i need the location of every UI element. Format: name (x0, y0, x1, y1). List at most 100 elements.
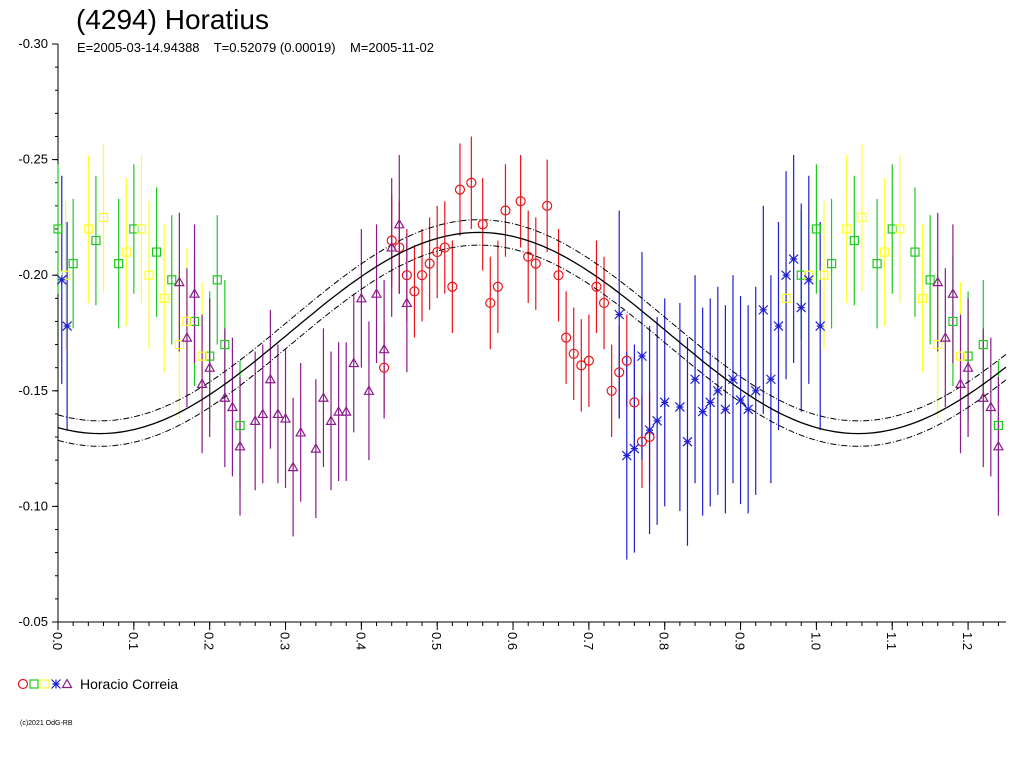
legend-marker (61, 678, 73, 689)
data-point (781, 293, 791, 303)
data-point (542, 200, 553, 211)
data-point (992, 440, 1004, 451)
fit-band-upper (57, 219, 1007, 422)
data-point (659, 397, 670, 408)
data-point (674, 402, 685, 412)
data-point (386, 241, 398, 252)
data-point (895, 224, 905, 234)
data-point (257, 408, 269, 419)
data-point (697, 406, 708, 417)
data-point (60, 270, 71, 280)
legend-label: Horacio Correia (80, 676, 179, 692)
data-point (188, 287, 201, 298)
x-tick-label: 0.6 (505, 632, 520, 650)
data-point (743, 404, 754, 415)
x-tick-label: 0.5 (429, 632, 444, 650)
data-point (637, 351, 647, 362)
data-point (803, 274, 814, 285)
data-point (591, 281, 602, 292)
data-point (583, 355, 594, 366)
data-point (880, 247, 890, 257)
data-point (815, 321, 826, 331)
data-point (310, 442, 322, 453)
data-point (439, 242, 450, 253)
data-point (295, 426, 307, 437)
data-point (933, 339, 943, 350)
data-point (447, 281, 458, 292)
data-point (621, 355, 632, 366)
data-point (249, 415, 261, 425)
data-point (629, 397, 640, 408)
data-point (325, 415, 337, 425)
x-tick-label: 0.1 (126, 632, 141, 650)
chart-subtitle: E=2005-03-14.94388 T=0.52079 (0.00019) M… (77, 40, 434, 55)
data-point (644, 425, 655, 436)
data-point (62, 321, 73, 331)
data-point (765, 374, 776, 385)
data-point (682, 436, 693, 447)
data-point (393, 218, 405, 229)
data-point (136, 224, 147, 234)
data-point (728, 374, 738, 385)
data-point (219, 392, 231, 402)
data-point (91, 235, 101, 246)
data-point (68, 259, 78, 269)
data-point (454, 184, 466, 195)
data-point (758, 304, 769, 315)
x-tick-label: 0.0 (50, 632, 65, 650)
data-point (204, 361, 216, 372)
data-point (272, 408, 284, 419)
data-point (614, 367, 625, 378)
data-point (197, 351, 207, 361)
data-point (530, 258, 541, 269)
data-point (500, 205, 511, 216)
data-point (466, 177, 477, 188)
data-point (220, 339, 230, 350)
data-point (151, 247, 162, 257)
data-point (363, 385, 375, 395)
data-point (750, 385, 761, 396)
data-point (629, 443, 640, 454)
data-point (477, 219, 488, 230)
fit-band-lower (57, 244, 1007, 447)
data-point (932, 276, 944, 287)
data-point (849, 235, 859, 246)
data-point (954, 378, 967, 388)
data-point (735, 395, 746, 405)
data-point (636, 436, 648, 447)
data-point (416, 270, 428, 281)
data-point (432, 246, 443, 258)
fit-curve (57, 231, 1007, 435)
data-point (523, 251, 534, 262)
data-point (485, 297, 496, 309)
data-point (978, 339, 988, 350)
data-point (234, 440, 246, 451)
data-point (993, 420, 1004, 431)
y-tick-label: -0.20 (18, 267, 48, 282)
data-point (56, 274, 67, 285)
data-point (712, 385, 723, 396)
data-point (939, 331, 951, 342)
x-tick-label: 0.8 (657, 632, 672, 650)
data-point (705, 397, 716, 408)
data-point (568, 348, 579, 359)
data-point (811, 224, 822, 234)
data-point (925, 275, 935, 285)
data-point (333, 405, 345, 416)
data-point (955, 351, 966, 361)
y-tick-label: -0.15 (18, 383, 48, 398)
data-point (173, 276, 185, 287)
data-point (226, 401, 238, 412)
credit-text: (c)2021 OdG-RB (20, 720, 73, 727)
data-point (553, 270, 564, 281)
data-point (948, 316, 958, 327)
data-point (962, 361, 974, 372)
x-tick-label: 0.4 (353, 632, 368, 650)
x-tick-label: 0.9 (733, 632, 748, 650)
data-point (371, 287, 383, 298)
data-point (720, 404, 731, 415)
data-point (196, 378, 208, 388)
data-point (917, 293, 928, 303)
data-point (796, 302, 807, 313)
